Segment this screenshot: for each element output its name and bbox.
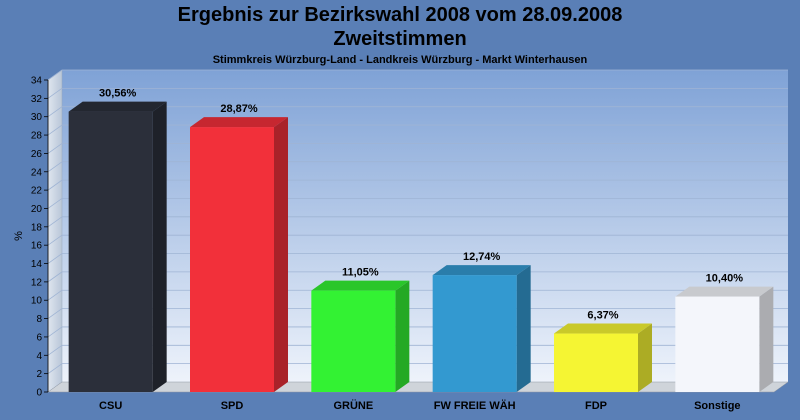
y-tick-label: 20 <box>31 204 43 215</box>
gridline-side <box>47 308 63 319</box>
bar <box>675 296 760 392</box>
y-axis-label: % <box>13 231 25 241</box>
gridline-side <box>47 344 63 356</box>
bar-top <box>432 265 531 276</box>
y-tick-label: 8 <box>36 314 42 325</box>
gridline-side <box>47 234 63 246</box>
data-label: 6,37% <box>587 310 618 322</box>
x-tick-label: SPD <box>221 400 244 412</box>
y-tick-label: 14 <box>31 259 43 270</box>
y-tick-label: 26 <box>31 149 43 160</box>
y-tick-label: 30 <box>31 112 43 123</box>
chart-title: Ergebnis zur Bezirkswahl 2008 vom 28.09.… <box>177 4 623 26</box>
chart-subtitle: Zweitstimmen <box>333 28 467 50</box>
bar <box>432 275 517 392</box>
gridline-side <box>47 271 63 283</box>
bar <box>311 290 396 392</box>
gridline-side <box>47 253 63 264</box>
bar-side <box>152 101 167 392</box>
gridline-side <box>47 179 63 191</box>
y-tick-label: 28 <box>31 131 43 142</box>
bar <box>554 333 638 392</box>
gridline-side <box>47 124 63 136</box>
gridline-side <box>47 198 63 209</box>
gridline-side <box>47 161 63 173</box>
y-tick-label: 2 <box>36 369 42 380</box>
y-tick-label: 16 <box>31 241 43 252</box>
gridline-side <box>47 143 63 154</box>
y-tick-label: 6 <box>36 332 42 343</box>
bar <box>190 127 274 393</box>
bar-top <box>190 117 288 128</box>
bar-top <box>68 101 167 112</box>
gridline-side <box>47 88 63 99</box>
bar-side <box>638 323 652 392</box>
data-label: 11,05% <box>342 267 379 279</box>
y-tick-label: 24 <box>31 167 43 178</box>
x-tick-label: GRÜNE <box>333 399 373 412</box>
data-label: 12,74% <box>463 251 501 263</box>
gridline-side <box>47 326 63 338</box>
bar <box>68 111 153 392</box>
y-tick-label: 34 <box>31 76 43 87</box>
y-tick-label: 4 <box>36 351 42 362</box>
y-tick-label: 0 <box>36 388 42 399</box>
x-tick-label: Sonstige <box>694 400 740 412</box>
bar-side <box>395 280 410 392</box>
bar-side <box>516 265 531 392</box>
x-tick-label: FW FREIE WÄH <box>434 399 516 412</box>
gridline-side <box>47 69 63 81</box>
bar-top <box>311 280 410 291</box>
data-label: 30,56% <box>99 88 137 100</box>
x-tick-label: FDP <box>585 400 607 412</box>
data-label: 28,87% <box>220 103 258 115</box>
left-wall <box>47 69 63 393</box>
x-tick-label: CSU <box>99 400 122 412</box>
bar-side <box>759 286 774 392</box>
y-tick-label: 10 <box>31 296 43 307</box>
y-tick-label: 12 <box>31 277 43 288</box>
plot-background <box>62 70 788 382</box>
gridline-side <box>47 289 63 301</box>
y-tick-label: 18 <box>31 222 43 233</box>
bar-top <box>554 323 652 334</box>
chart-location-subtitle: Stimmkreis Würzburg-Land - Landkreis Wür… <box>212 54 588 66</box>
gridline-side <box>47 216 63 228</box>
data-label: 10,40% <box>706 273 744 285</box>
y-tick-label: 22 <box>31 186 43 197</box>
gridline-side <box>47 106 63 118</box>
gridline-side <box>47 363 63 374</box>
bar-side <box>274 117 288 393</box>
bar-top <box>675 286 774 297</box>
y-tick-label: 32 <box>31 94 43 105</box>
